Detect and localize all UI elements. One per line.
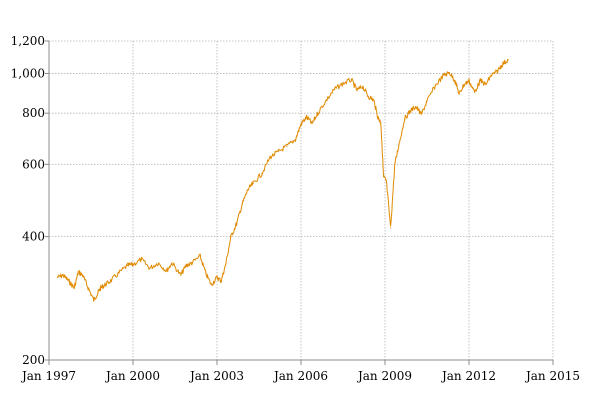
data-point: [485, 83, 487, 86]
y-tick-label: 200: [22, 353, 45, 367]
data-point: [199, 255, 201, 257]
data-point: [62, 274, 64, 276]
axes: [45, 40, 554, 365]
y-tick-label: 1,200: [11, 34, 45, 48]
x-tick-label: Jan 2009: [356, 369, 412, 383]
x-tick-label: Jan 2012: [440, 369, 496, 383]
data-point: [191, 262, 193, 264]
data-point: [166, 270, 168, 272]
gridlines: [49, 40, 554, 360]
data-point: [104, 284, 106, 286]
data-point: [185, 264, 187, 267]
x-tick-label: Jan 2006: [272, 369, 328, 383]
data-point: [398, 143, 400, 145]
data-point: [443, 74, 445, 76]
series-layer: [56, 58, 509, 302]
data-point: [247, 189, 249, 191]
data-point: [118, 272, 120, 274]
x-tick-label: Jan 2000: [104, 369, 160, 383]
data-point: [205, 273, 207, 275]
data-point: [474, 91, 476, 93]
series-line: [57, 58, 509, 302]
data-point: [286, 145, 288, 147]
data-point: [317, 112, 319, 114]
data-point: [300, 123, 302, 125]
data-point: [325, 99, 327, 101]
data-point: [385, 180, 387, 183]
data-point: [426, 100, 428, 102]
x-tick-labels: Jan 1997 Jan 2000 Jan 2003 Jan 2006 Jan 2009…: [20, 369, 580, 383]
data-point: [367, 95, 369, 97]
data-point: [434, 84, 436, 86]
data-point: [157, 262, 159, 264]
data-point: [468, 80, 470, 82]
data-point: [278, 150, 280, 153]
data-point: [261, 172, 263, 175]
x-tick-label: Jan 1997: [20, 369, 76, 383]
data-point: [507, 59, 509, 61]
data-point: [100, 287, 102, 289]
data-point: [294, 138, 296, 141]
data-point: [93, 299, 95, 301]
data-point: [87, 287, 89, 289]
data-point: [241, 203, 243, 205]
data-point: [462, 84, 464, 86]
data-point: [502, 63, 504, 65]
data-point: [252, 182, 254, 184]
data-point: [342, 82, 344, 85]
data-point: [224, 264, 226, 267]
data-point: [362, 85, 364, 87]
data-point: [269, 156, 271, 158]
y-tick-label: 600: [22, 157, 45, 171]
data-point: [82, 274, 84, 276]
data-point: [377, 117, 379, 119]
data-point: [149, 267, 151, 269]
data-point: [415, 106, 417, 108]
data-point: [73, 287, 75, 289]
data-point: [56, 276, 59, 278]
data-point: [394, 163, 396, 165]
data-point: [140, 258, 142, 260]
x-tick-label: Jan 2015: [524, 369, 580, 383]
data-point: [454, 80, 456, 82]
data-point: [236, 223, 238, 225]
y-tick-labels: 200 400 600 800 1,000 1,200: [11, 34, 45, 367]
data-point: [448, 72, 450, 74]
data-point: [404, 118, 406, 120]
data-point: [380, 121, 382, 123]
data-point: [180, 274, 182, 276]
y-tick-label: 800: [22, 106, 45, 120]
data-point: [230, 236, 232, 238]
data-point: [479, 80, 481, 82]
data-point: [68, 280, 70, 282]
data-point: [97, 292, 99, 294]
data-point: [171, 262, 173, 264]
data-point: [490, 74, 492, 76]
x-tick-label: Jan 2003: [188, 369, 244, 383]
data-point: [126, 264, 128, 267]
data-point: [334, 88, 336, 90]
data-point: [390, 227, 392, 229]
data-point: [77, 271, 79, 273]
data-point: [311, 122, 313, 125]
data-point: [350, 79, 352, 81]
data-point: [220, 280, 222, 282]
data-point: [496, 71, 498, 73]
data-point: [132, 263, 134, 266]
y-tick-label: 1,000: [11, 66, 45, 80]
data-point: [383, 176, 385, 178]
data-point: [420, 113, 422, 115]
data-point: [110, 280, 112, 282]
data-point: [458, 93, 460, 95]
data-point: [216, 276, 218, 278]
data-point: [373, 99, 375, 101]
data-point: [210, 284, 212, 286]
data-point: [306, 116, 308, 118]
data-point: [409, 110, 411, 112]
y-tick-label: 400: [22, 230, 45, 244]
data-point: [356, 89, 358, 91]
